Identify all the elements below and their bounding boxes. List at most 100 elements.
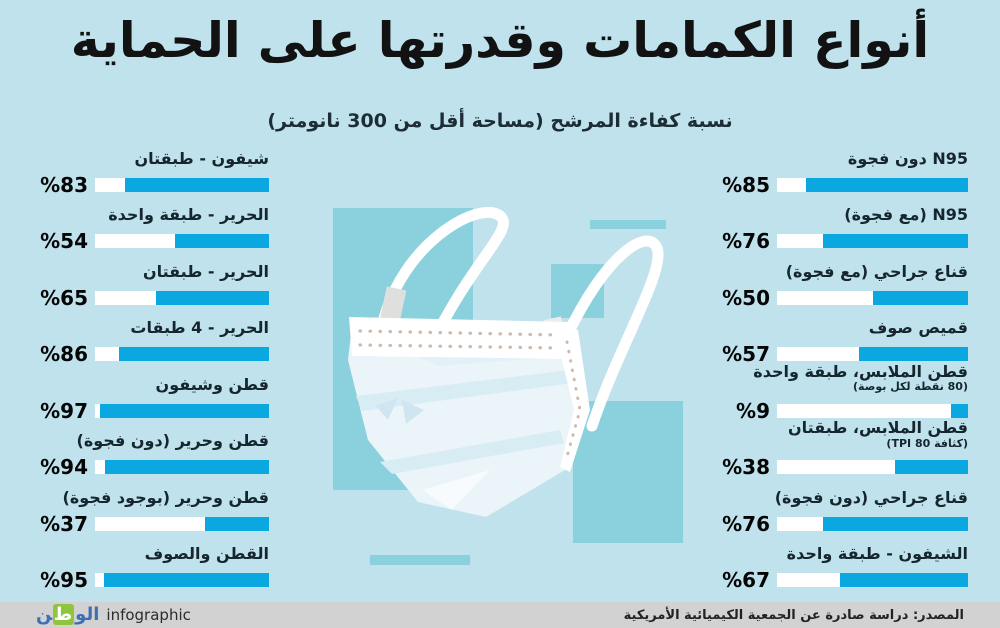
bar-value: %50 [722,285,770,310]
bar-track [95,460,269,474]
bar-label: قطن الملابس، طبقة واحدة [753,361,968,381]
mask-side-band [556,328,590,472]
bar-value: %95 [40,568,88,592]
bar-track [95,516,269,531]
mask-highlight [422,470,490,510]
mask-logo-mark [376,398,398,420]
bar-value: %94 [40,455,88,479]
bar-fill [950,403,968,418]
infographic-label: infographic [106,605,191,624]
bar-row: القطن والصوف %95 [36,536,269,592]
bar-track [777,516,968,531]
bar-row: قناع جراحي (دون فجوة) %76 [718,479,968,536]
bar-value: %86 [40,342,88,366]
bar-row: قطن وشيفون %97 [36,366,269,423]
bar-fill [103,573,269,587]
bar-label: شيفون - طبقتان [134,148,269,168]
bar-value: %76 [722,229,770,253]
bar-label: قناع جراحي (مع فجوة) [785,261,968,281]
bar-row: الحرير - 4 طبقات %86 [36,310,269,366]
bar-value: %85 [722,172,770,197]
bar-track [777,290,968,305]
bar-sublabel: (كثافة TPI 80) [886,436,968,450]
bar-fill [859,347,968,361]
bar-label: قناع جراحي (دون فجوة) [774,487,968,507]
bar-track [777,347,968,361]
mask-pleat [380,430,564,474]
bar-track [95,290,269,305]
bar-label: قميص صوف [868,318,968,338]
bar-row: الحرير - طبقتان %65 [36,253,269,310]
bar-track [777,460,968,474]
bar-fill [105,460,269,474]
bar-value: %67 [722,568,770,592]
bar-fill [805,177,968,192]
bar-row: N95 دون فجوة %85 [718,140,968,197]
bar-fill [119,347,269,361]
bar-track [95,347,269,361]
bar-fill [872,290,968,305]
bar-fill [204,516,269,531]
bar-label: الشيفون - طبقة واحدة [786,544,968,564]
bar-label: قطن وحرير (بوجود فجوة) [62,487,269,507]
bar-fill [895,460,968,474]
mask-logo-mark [402,400,424,424]
ear-loop-right [560,235,664,432]
bar-track [95,403,269,418]
bar-fill [155,290,269,305]
logo-green-box: ط [53,604,75,625]
bar-track [777,403,968,418]
right-bar-column: N95 دون فجوة %85 N95 (مع فجوة) %76 قناع … [718,140,968,592]
brand: الوطن infographic [36,604,191,625]
mask-illustration [318,170,690,578]
bar-value: %65 [40,285,88,310]
bar-track [777,573,968,587]
bar-sublabel: (80 نقطة لكل بوصة) [853,380,968,394]
bar-row: قطن وحرير (بوجود فجوة) %37 [36,479,269,536]
bar-row: قميص صوف %57 [718,310,968,366]
bar-value: %9 [736,398,770,423]
bar-row: قناع جراحي (مع فجوة) %50 [718,253,968,310]
bar-row: الشيفون - طبقة واحدة %67 [718,536,968,592]
stitch-dots [564,340,582,462]
bar-track [95,573,269,587]
bar-label: N95 (مع فجوة) [844,205,968,225]
bar-label: قطن وحرير (دون فجوة) [76,431,269,451]
bar-value: %57 [722,342,770,366]
bar-label: القطن والصوف [144,544,269,564]
bar-row: قطن وحرير (دون فجوة) %94 [36,423,269,479]
bar-fill [175,234,269,248]
stitch-dots [358,343,561,350]
ear-loop-left [375,207,509,354]
bg-bar-bottom [370,555,470,565]
bar-track [95,234,269,248]
mask-top-band [349,317,570,359]
bar-label: الحرير - 4 طبقات [130,318,269,338]
bar-value: %76 [722,511,770,536]
bar-row: N95 (مع فجوة) %76 [718,197,968,253]
bar-fill [840,573,968,587]
bar-label: قطن وشيفون [155,374,269,394]
bg-bar-top [590,220,666,229]
mask-pleat [356,370,573,411]
source-text: المصدر: دراسة صادرة عن الجمعية الكيميائي… [623,607,964,623]
footer-bar: الوطن infographic المصدر: دراسة صادرة عن… [0,602,1000,628]
bar-label: N95 دون فجوة [847,148,968,168]
bar-fill [100,403,269,418]
bar-row: قطن الملابس، طبقتان (كثافة TPI 80) %38 [718,419,968,479]
left-bar-column: شيفون - طبقتان %83 الحرير - طبقة واحدة %… [36,140,269,592]
bar-value: %83 [40,172,88,197]
bar-track [777,234,968,248]
bar-fill [822,234,968,248]
stitch-dots [358,329,561,337]
chart-subtitle: نسبة كفاءة المرشح (مساحة أقل من 300 نانو… [267,110,733,132]
bar-fill [124,177,269,192]
bar-track [777,177,968,192]
bar-row: الحرير - طبقة واحدة %54 [36,197,269,253]
bar-row: قطن الملابس، طبقة واحدة (80 نقطة لكل بوص… [718,361,968,423]
bar-label: الحرير - طبقة واحدة [108,205,269,225]
bar-label: الحرير - طبقتان [142,261,269,281]
bar-track [95,177,269,192]
bar-label: قطن الملابس، طبقتان [788,418,968,437]
